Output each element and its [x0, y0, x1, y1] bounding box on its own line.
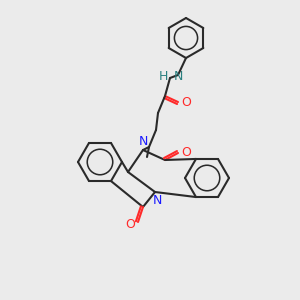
Text: H: H [159, 70, 168, 83]
Text: O: O [181, 146, 191, 160]
Text: N: N [174, 70, 183, 83]
Text: N: N [152, 194, 162, 207]
Text: N: N [138, 135, 148, 148]
Text: O: O [125, 218, 135, 230]
Text: O: O [181, 95, 191, 109]
